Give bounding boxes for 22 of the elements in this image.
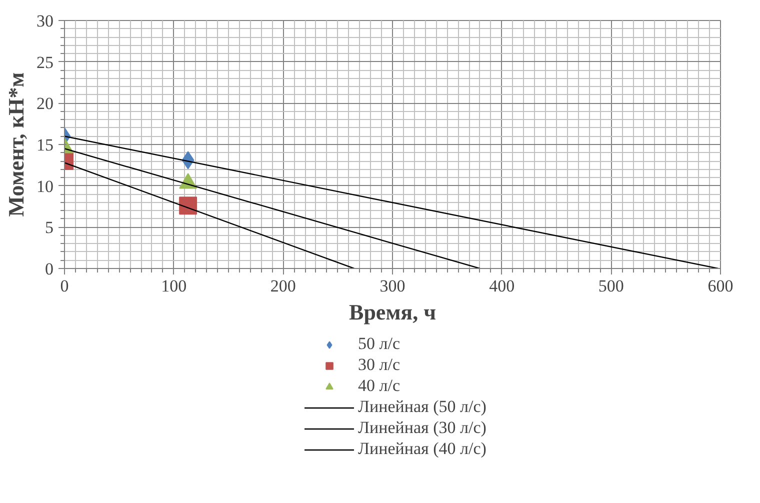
x-tick-label: 600 (708, 276, 734, 296)
x-tick-label: 200 (270, 276, 296, 296)
x-tick-label: 300 (380, 276, 406, 296)
legend-label: Линейная (40 л/с) (358, 439, 486, 459)
legend-label: 40 л/с (358, 376, 400, 396)
legend-label: 30 л/с (358, 355, 400, 375)
x-tick-label: 100 (161, 276, 187, 296)
legend-label: 50 л/с (358, 334, 400, 354)
y-tick-label: 10 (36, 176, 54, 196)
x-tick-label: 0 (60, 276, 69, 296)
x-tick-label: 500 (598, 276, 624, 296)
y-tick-label: 0 (45, 260, 54, 278)
y-tick-label: 25 (36, 52, 54, 72)
y-tick-label: 5 (45, 218, 54, 238)
x-tick-label: 400 (489, 276, 515, 296)
y-tick-label: 20 (36, 94, 54, 114)
y-tick-label: 30 (36, 12, 54, 30)
y-tick-label: 15 (36, 136, 54, 154)
legend-label: Линейная (50 л/с) (358, 397, 486, 417)
y-axis-title: Момент, кН*м (4, 72, 28, 217)
x-axis-title: Время, ч (349, 300, 436, 324)
legend-label: Линейная (30 л/с) (358, 418, 486, 438)
